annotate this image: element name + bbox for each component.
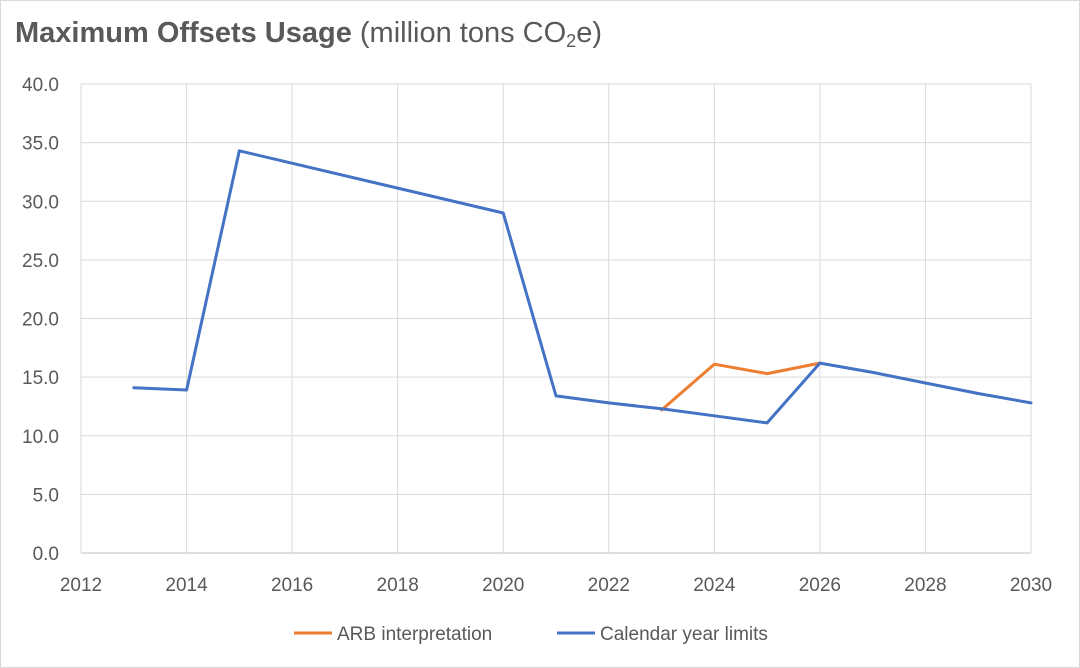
legend-label: Calendar year limits bbox=[600, 624, 768, 645]
y-tick-label: 35.0 bbox=[22, 134, 59, 155]
chart-title-unit-b: e) bbox=[576, 17, 602, 49]
series-line-arb-interpretation bbox=[660, 361, 822, 412]
x-axis-ticks: 2012 2014 2016 2018 2020 2022 2024 2026 2028 2030 bbox=[60, 575, 1052, 596]
x-tick-label: 2028 bbox=[904, 575, 946, 596]
grid-lines bbox=[80, 83, 1032, 554]
y-tick-label: 15.0 bbox=[22, 368, 59, 389]
y-tick-label: 40.0 bbox=[22, 75, 59, 96]
legend: ARB interpretation Calendar year limits bbox=[294, 624, 768, 645]
x-tick-label: 2022 bbox=[588, 575, 630, 596]
series-lines bbox=[132, 149, 1033, 425]
x-tick-label: 2018 bbox=[377, 575, 419, 596]
x-tick-label: 2012 bbox=[60, 575, 102, 596]
x-tick-label: 2024 bbox=[693, 575, 736, 596]
y-tick-label: 20.0 bbox=[22, 310, 59, 331]
y-tick-label: 10.0 bbox=[22, 427, 59, 448]
y-axis-ticks: 0.0 5.0 10.0 15.0 20.0 25.0 30.0 35.0 40.0 bbox=[22, 75, 59, 565]
chart-title: Maximum Offsets Usage (million tons CO2e… bbox=[15, 17, 602, 50]
y-tick-label: 0.0 bbox=[33, 544, 59, 565]
x-tick-label: 2014 bbox=[165, 575, 208, 596]
chart-title-unit-sub: 2 bbox=[566, 31, 577, 51]
y-tick-label: 5.0 bbox=[33, 485, 59, 506]
legend-label: ARB interpretation bbox=[337, 624, 492, 645]
chart-title-main: Maximum Offsets Usage bbox=[15, 17, 352, 49]
x-tick-label: 2016 bbox=[271, 575, 313, 596]
series-line-calendar-year-limits bbox=[132, 149, 1033, 425]
y-tick-label: 30.0 bbox=[22, 192, 59, 213]
chart-title-unit-a: (million tons CO bbox=[359, 17, 567, 49]
y-tick-label: 25.0 bbox=[22, 251, 59, 272]
x-tick-label: 2026 bbox=[799, 575, 841, 596]
x-tick-label: 2020 bbox=[482, 575, 524, 596]
x-tick-label: 2030 bbox=[1010, 575, 1052, 596]
